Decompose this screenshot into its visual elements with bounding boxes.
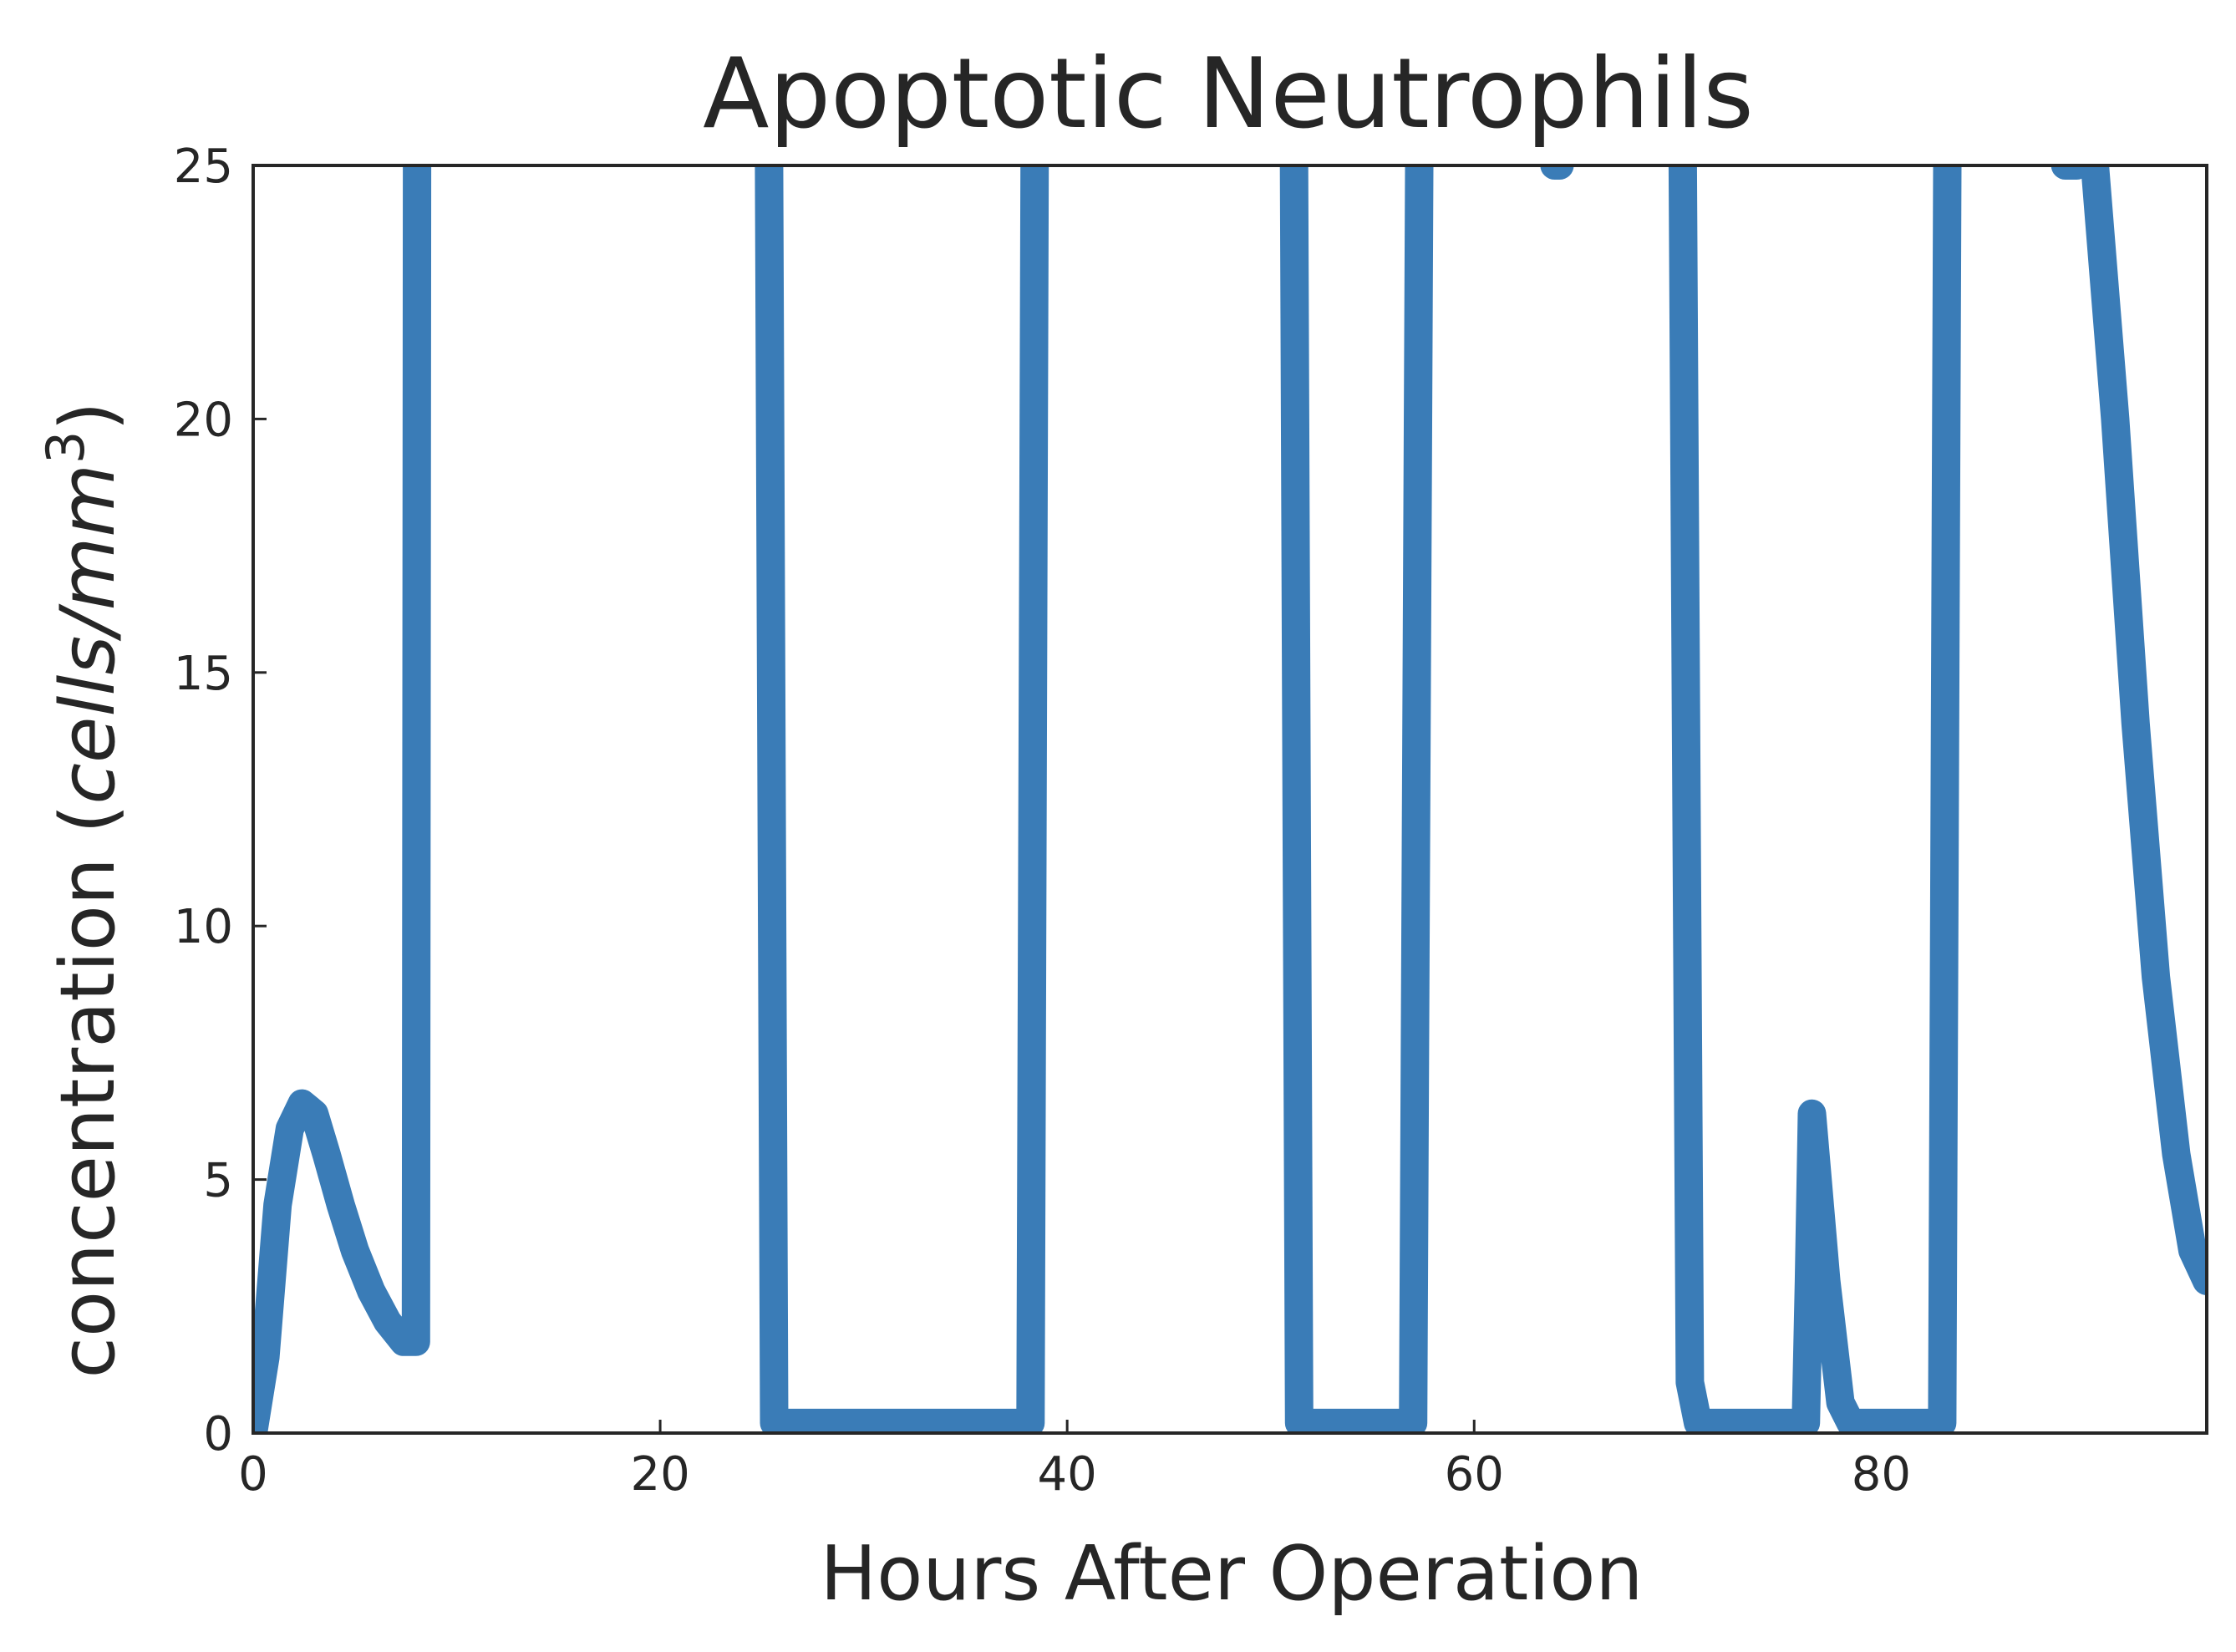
y-tick-label-20: 20 (174, 393, 233, 447)
x-tick-label-40: 40 (1038, 1447, 1097, 1502)
y-tick-label-5: 5 (203, 1154, 233, 1208)
svg-text:concentration (cells/mm3): concentration (cells/mm3) (35, 401, 132, 1378)
y-tick-label-15: 15 (174, 647, 233, 701)
x-tick-label-60: 60 (1445, 1447, 1504, 1502)
y-axis-label: concentration (cells/mm3) (35, 401, 132, 1378)
y-axis-label-prefix: concentration ( (44, 804, 132, 1378)
y-axis-label-superscript: 3 (35, 431, 96, 464)
y-tick-label-0: 0 (203, 1407, 233, 1461)
x-axis-label: Hours After Operation (821, 1530, 1644, 1618)
series-line-0 (253, 165, 2207, 1433)
y-tick-label-10: 10 (174, 900, 233, 954)
chart-title: Apoptotic Neutrophils (703, 38, 1754, 150)
axes-frame (252, 164, 2208, 1435)
x-tick-label-80: 80 (1852, 1447, 1911, 1502)
plot-area (253, 165, 2207, 1433)
x-tick-label-20: 20 (630, 1447, 689, 1502)
axis-ticks: 0 20 40 60 80 0 5 10 15 20 25 (174, 140, 1911, 1502)
x-tick-label-0: 0 (238, 1447, 268, 1502)
y-axis-label-suffix: ) (44, 401, 132, 430)
y-tick-label-25: 25 (174, 140, 233, 194)
y-axis-label-unit: cells/mm (44, 464, 132, 804)
